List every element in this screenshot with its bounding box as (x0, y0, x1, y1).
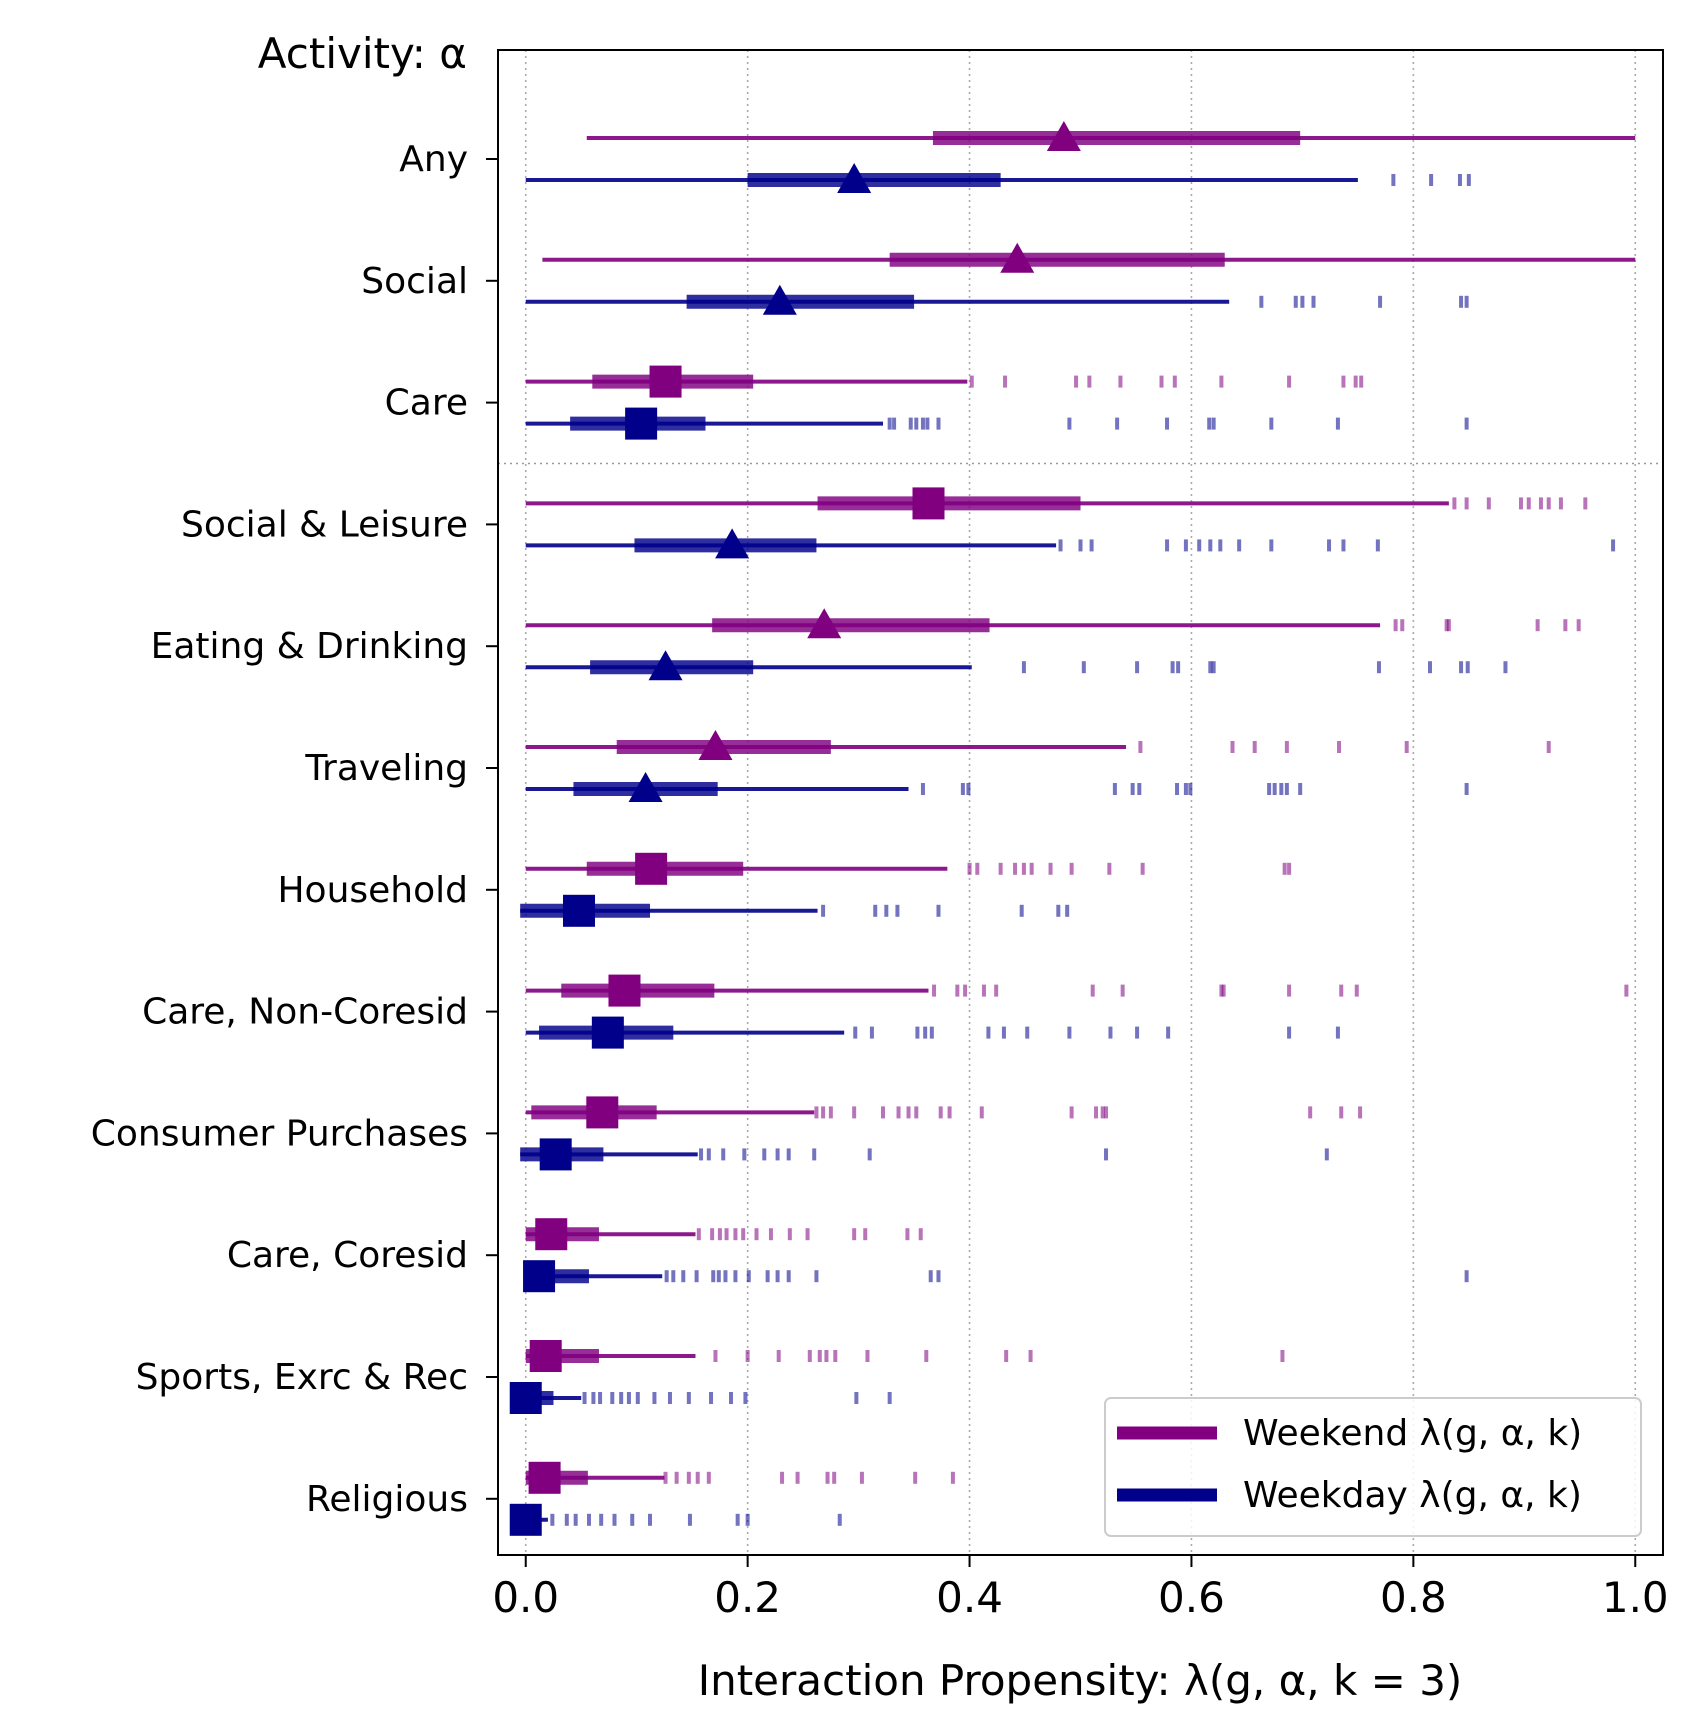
median-marker-weekend-care-coresid (535, 1218, 568, 1251)
y-tick-label-religious: Religious (306, 1479, 468, 1520)
median-marker-weekday-traveling (628, 772, 663, 802)
x-tick-label-4: 0.8 (1380, 1573, 1447, 1622)
x-tick-label-0: 0.0 (492, 1573, 559, 1622)
median-marker-weekday-consumer-purchases (539, 1138, 572, 1171)
x-tick-label-1: 0.2 (714, 1573, 781, 1622)
x-tick-label-5: 1.0 (1602, 1573, 1669, 1622)
median-marker-weekday-care-non-coresid (591, 1016, 624, 1049)
y-tick-label-care-coresid: Care, Coresid (227, 1235, 468, 1276)
median-marker-weekday-care (625, 407, 658, 440)
median-marker-weekend-any (1046, 121, 1081, 151)
legend: Weekend λ(g, α, k) Weekday λ(g, α, k) (1104, 1397, 1642, 1537)
y-tick-label-care-non-coresid: Care, Non-Coresid (142, 992, 468, 1033)
y-axis: Any Social Care Social & Leisure Eating & Dr… (91, 139, 498, 1520)
x-axis-label: Interaction Propensity: λ(g, α, k = 3) (698, 1656, 1463, 1705)
median-marker-weekday-religious (509, 1503, 542, 1536)
median-marker-weekend-care-non-coresid (608, 974, 641, 1007)
legend-label-weekday: Weekday λ(g, α, k) (1243, 1475, 1582, 1516)
median-marker-weekday-social-leisure (715, 528, 750, 559)
median-marker-weekday-household (562, 894, 595, 927)
corner-label: Activity: α (258, 29, 467, 78)
x-axis: 0.0 0.2 0.4 0.6 0.8 1.0 (492, 1555, 1669, 1622)
median-marker-weekend-sports-exrc-rec (529, 1340, 562, 1372)
series-weekend (525, 121, 1636, 1494)
median-marker-weekend-household (635, 852, 668, 885)
legend-frame (1104, 1397, 1642, 1537)
median-marker-weekend-traveling (698, 730, 733, 760)
median-marker-weekend-care (649, 365, 682, 398)
y-tick-label-traveling: Traveling (304, 748, 468, 789)
legend-label-weekend: Weekend λ(g, α, k) (1243, 1413, 1582, 1454)
y-tick-label-social-leisure: Social & Leisure (181, 504, 468, 545)
y-tick-label-care: Care (385, 383, 468, 424)
x-tick-label-2: 0.4 (936, 1573, 1003, 1622)
y-tick-label-sports-exrc-rec: Sports, Exrc & Rec (136, 1357, 468, 1398)
median-marker-weekend-social-leisure (912, 487, 945, 520)
y-tick-label-eating-drinking: Eating & Drinking (151, 626, 468, 667)
median-marker-weekday-eating-drinking (648, 650, 683, 681)
median-marker-weekday-any (837, 163, 872, 193)
median-marker-weekday-sports-exrc-rec (509, 1382, 542, 1414)
median-marker-weekday-care-coresid (523, 1260, 556, 1293)
median-marker-weekend-religious (528, 1461, 561, 1494)
series-weekday (509, 163, 1616, 1536)
median-marker-weekend-social (1000, 242, 1035, 273)
median-marker-weekday-social (762, 284, 797, 315)
median-marker-weekend-eating-drinking (807, 608, 842, 639)
median-marker-weekend-consumer-purchases (586, 1096, 619, 1129)
y-tick-label-social: Social (361, 261, 468, 302)
y-tick-label-consumer-purchases: Consumer Purchases (91, 1113, 468, 1154)
grid-layer (524, 50, 1637, 1555)
x-tick-label-3: 0.6 (1158, 1573, 1225, 1622)
series-layer (509, 121, 1636, 1536)
y-tick-label-household: Household (277, 870, 468, 911)
plot-frame (497, 49, 1664, 1556)
y-tick-label-any: Any (399, 139, 468, 180)
